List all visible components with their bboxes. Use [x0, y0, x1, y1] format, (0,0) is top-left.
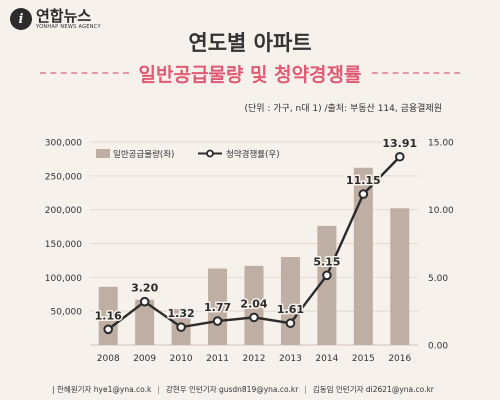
x-tick-label: 2012	[243, 354, 266, 364]
legend-line-label: 청약경쟁률(우)	[226, 149, 280, 160]
line-point-2010	[176, 322, 186, 332]
data-label-2009: 3.20	[131, 282, 158, 295]
line-point-2016	[394, 151, 405, 162]
line-point-2013	[285, 318, 296, 329]
right-axis-ticks: 0.00 5.00 10.00 15.00	[428, 139, 454, 352]
chart-title: 연도별 아파트	[188, 31, 312, 55]
data-label-2010: 1.32	[168, 307, 195, 320]
logo-text: 연합뉴스 YONHAP NEWS AGENCY	[36, 8, 101, 30]
x-axis-ticks: 2008 2009 2010 2011 2012 2013 2014 2015 2016	[97, 354, 412, 364]
line-point-2014	[322, 270, 332, 281]
x-tick-label: 2013	[279, 354, 302, 364]
left-tick-label: 300,000	[45, 139, 82, 149]
right-tick-label: 0.00	[428, 342, 448, 352]
subtitle-row: 일반공급물량 및 청약경쟁률	[40, 60, 460, 86]
x-tick-label: 2014	[315, 354, 338, 364]
legend-bar-label: 일반공급물량(좌)	[113, 149, 174, 160]
data-label-2011: 1.77	[204, 301, 231, 314]
credit-2: 강현우 인턴기자 gusdn819@yna.co.kr	[165, 385, 299, 394]
dashed-divider-right	[371, 72, 460, 74]
credit-3: 김동임 인턴기자 di2621@yna.co.kr	[312, 385, 434, 394]
legend: 일반공급물량(좌) 청약경쟁률(우)	[96, 149, 280, 160]
bar-2011	[208, 268, 228, 345]
bar-2015	[353, 167, 373, 345]
credit-1: 한혜원기자 hye1@yna.co.k	[56, 385, 152, 394]
dashed-divider-left	[40, 72, 129, 74]
bar-2013	[280, 257, 300, 345]
data-label-2014: 5.15	[313, 255, 340, 268]
x-tick-label: 2016	[388, 354, 411, 364]
x-tick-label: 2010	[170, 354, 193, 364]
x-tick-label: 2011	[206, 354, 229, 364]
logo-name: 연합뉴스	[36, 7, 92, 25]
data-label-2016: 13.91	[382, 137, 417, 150]
data-label-2012: 2.04	[240, 297, 267, 310]
line-series: 1.16 3.20 1.32 1.77 2.04 1.61 5.15 11.15 13.91	[93, 135, 419, 335]
right-tick-label: 10.00	[428, 206, 454, 216]
line-point-2015	[358, 189, 369, 199]
legend-line-marker	[206, 149, 214, 158]
bar-2014	[317, 225, 337, 345]
data-label-2008: 1.16	[95, 309, 122, 322]
line-point-2008	[103, 324, 114, 335]
x-tick-label: 2008	[97, 354, 120, 364]
legend-bar-swatch	[96, 149, 110, 158]
line-point-2012	[249, 312, 259, 323]
logo-subtitle: YONHAP NEWS AGENCY	[36, 24, 101, 30]
source-note: (단위 : 가구, n대 1) /출처: 부동산 114, 금융결제원	[244, 104, 442, 114]
logo-icon: i	[10, 8, 32, 30]
line-point-2009	[139, 296, 150, 307]
line-point-2011	[212, 316, 223, 326]
footer-credits: | 한혜원기자 hye1@yna.co.k | 강현우 인턴기자 gusdn819@…	[52, 385, 434, 394]
x-tick-label: 2015	[352, 354, 375, 364]
left-axis-ticks: 50,000 100,000 150,000 200,000 250,000 300,00…	[45, 139, 82, 318]
bar-2009	[135, 299, 155, 345]
chart-subtitle: 일반공급물량 및 청약경쟁률	[138, 63, 362, 86]
data-label-2013: 1.61	[277, 303, 304, 316]
logo: i 연합뉴스 YONHAP NEWS AGENCY	[10, 8, 101, 30]
bar-2016	[390, 208, 410, 345]
right-tick-label: 15.00	[428, 139, 454, 149]
right-tick-label: 5.00	[428, 274, 448, 284]
data-label-2015: 11.15	[346, 174, 381, 187]
x-tick-label: 2009	[133, 354, 156, 364]
left-tick-label: 100,000	[45, 274, 82, 284]
left-tick-label: 200,000	[45, 206, 82, 216]
bar-2012	[244, 265, 264, 345]
left-tick-label: 150,000	[45, 240, 82, 250]
left-tick-label: 250,000	[45, 172, 82, 182]
bar-2008	[98, 286, 118, 345]
left-tick-label: 50,000	[51, 308, 83, 318]
